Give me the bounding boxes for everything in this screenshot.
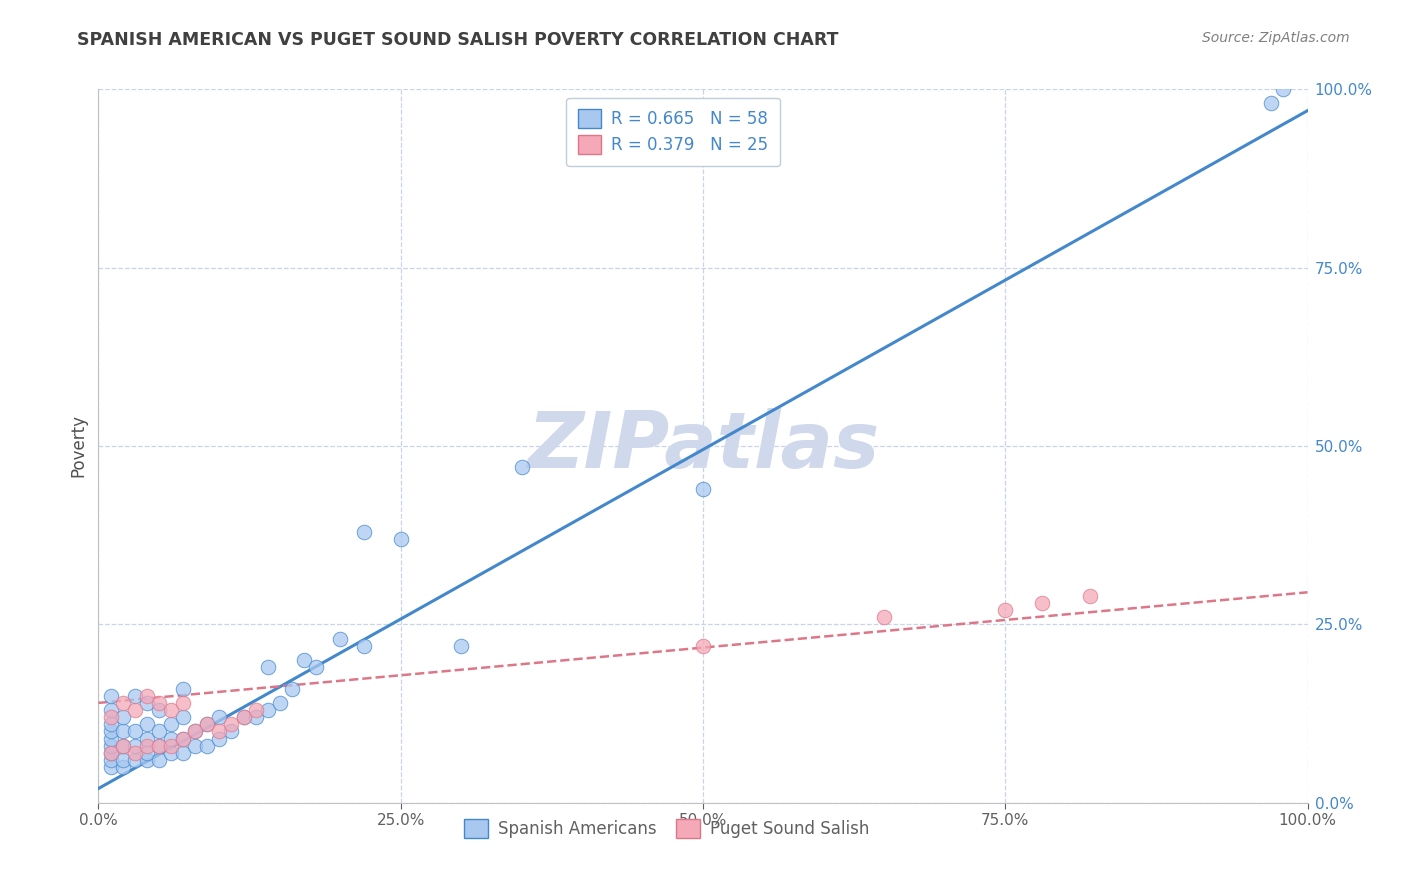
Point — [148, 724, 170, 739]
Point — [195, 739, 218, 753]
Point — [172, 710, 194, 724]
Point — [100, 760, 122, 774]
Point — [111, 760, 134, 774]
Point — [100, 710, 122, 724]
Point — [172, 696, 194, 710]
Point — [160, 703, 183, 717]
Point — [148, 739, 170, 753]
Point — [692, 639, 714, 653]
Point — [1272, 82, 1295, 96]
Point — [692, 482, 714, 496]
Point — [111, 696, 134, 710]
Point — [124, 739, 146, 753]
Point — [111, 753, 134, 767]
Point — [873, 610, 896, 624]
Point — [124, 746, 146, 760]
Point — [208, 724, 231, 739]
Point — [160, 717, 183, 731]
Point — [184, 724, 207, 739]
Point — [111, 724, 134, 739]
Point — [160, 746, 183, 760]
Point — [100, 724, 122, 739]
Point — [172, 681, 194, 696]
Text: SPANISH AMERICAN VS PUGET SOUND SALISH POVERTY CORRELATION CHART: SPANISH AMERICAN VS PUGET SOUND SALISH P… — [77, 31, 839, 49]
Point — [208, 710, 231, 724]
Point — [232, 710, 254, 724]
Point — [100, 717, 122, 731]
Point — [124, 689, 146, 703]
Point — [100, 746, 122, 760]
Point — [353, 524, 375, 539]
Point — [1031, 596, 1053, 610]
Point — [124, 753, 146, 767]
Point — [172, 731, 194, 746]
Point — [135, 731, 157, 746]
Point — [184, 739, 207, 753]
Point — [135, 696, 157, 710]
Point — [172, 731, 194, 746]
Point — [256, 703, 278, 717]
Point — [148, 739, 170, 753]
Point — [329, 632, 352, 646]
Point — [221, 724, 243, 739]
Point — [148, 696, 170, 710]
Point — [221, 717, 243, 731]
Point — [111, 739, 134, 753]
Point — [160, 731, 183, 746]
Point — [994, 603, 1017, 617]
Point — [292, 653, 315, 667]
Point — [389, 532, 412, 546]
Text: Source: ZipAtlas.com: Source: ZipAtlas.com — [1202, 31, 1350, 45]
Point — [135, 753, 157, 767]
Point — [450, 639, 472, 653]
Point — [195, 717, 218, 731]
Point — [269, 696, 291, 710]
Y-axis label: Poverty: Poverty — [69, 415, 87, 477]
Point — [124, 703, 146, 717]
Point — [256, 660, 278, 674]
Point — [353, 639, 375, 653]
Point — [245, 710, 267, 724]
Text: ZIPatlas: ZIPatlas — [527, 408, 879, 484]
Point — [232, 710, 254, 724]
Point — [148, 703, 170, 717]
Point — [111, 739, 134, 753]
Point — [100, 689, 122, 703]
Point — [510, 460, 533, 475]
Point — [305, 660, 328, 674]
Point — [124, 724, 146, 739]
Point — [135, 739, 157, 753]
Point — [100, 739, 122, 753]
Point — [184, 724, 207, 739]
Point — [135, 717, 157, 731]
Point — [135, 746, 157, 760]
Point — [148, 753, 170, 767]
Point — [281, 681, 304, 696]
Point — [100, 746, 122, 760]
Point — [135, 689, 157, 703]
Point — [100, 703, 122, 717]
Point — [1260, 96, 1282, 111]
Point — [245, 703, 267, 717]
Point — [111, 710, 134, 724]
Point — [1078, 589, 1101, 603]
Point — [100, 753, 122, 767]
Point — [160, 739, 183, 753]
Point — [208, 731, 231, 746]
Point — [195, 717, 218, 731]
Point — [100, 731, 122, 746]
Legend: Spanish Americans, Puget Sound Salish: Spanish Americans, Puget Sound Salish — [458, 812, 876, 845]
Point — [172, 746, 194, 760]
